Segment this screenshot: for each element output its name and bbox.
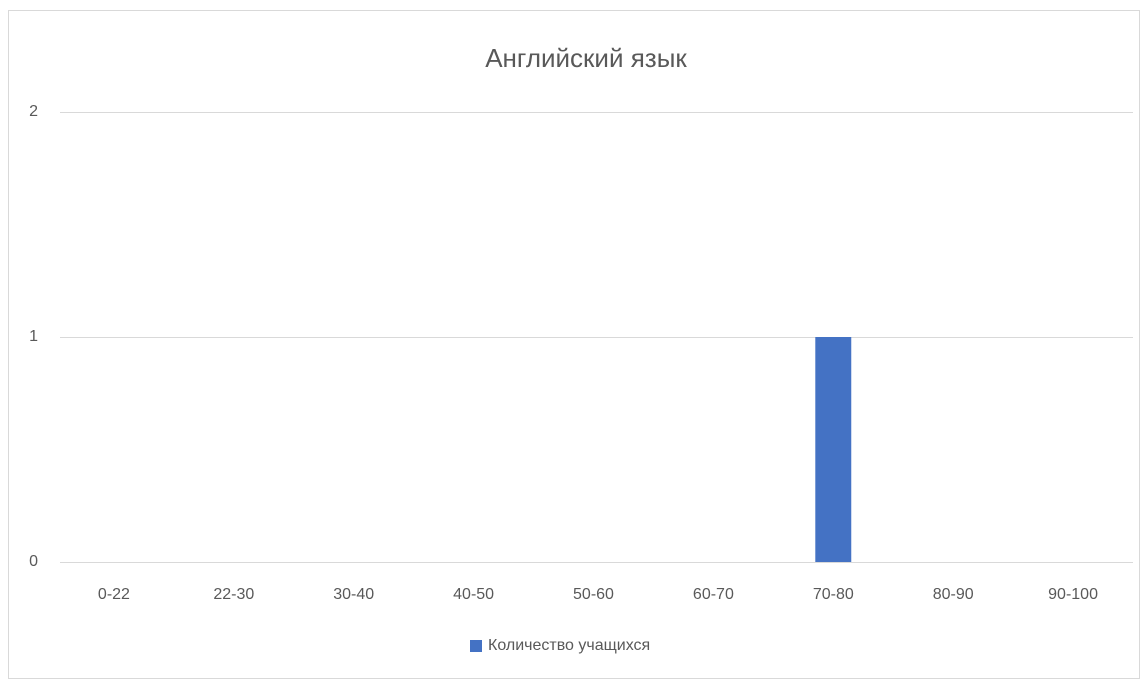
legend-swatch xyxy=(470,640,482,652)
x-tick-label: 22-30 xyxy=(213,586,254,603)
legend-label: Количество учащихся xyxy=(488,637,650,654)
x-tick-label: 0-22 xyxy=(98,586,130,603)
y-tick-label: 1 xyxy=(29,328,38,345)
x-tick-label: 80-90 xyxy=(933,586,974,603)
chart-border xyxy=(8,10,1140,679)
x-tick-label: 40-50 xyxy=(453,586,494,603)
x-tick-label: 60-70 xyxy=(693,586,734,603)
y-tick-label: 2 xyxy=(29,103,38,120)
x-tick-label: 70-80 xyxy=(813,586,854,603)
x-tick-label: 90-100 xyxy=(1048,586,1098,603)
bar xyxy=(815,337,852,562)
x-tick-label: 50-60 xyxy=(573,586,614,603)
x-tick-label: 30-40 xyxy=(333,586,374,603)
chart-title: Английский язык xyxy=(485,43,687,73)
y-tick-label: 0 xyxy=(29,553,38,570)
